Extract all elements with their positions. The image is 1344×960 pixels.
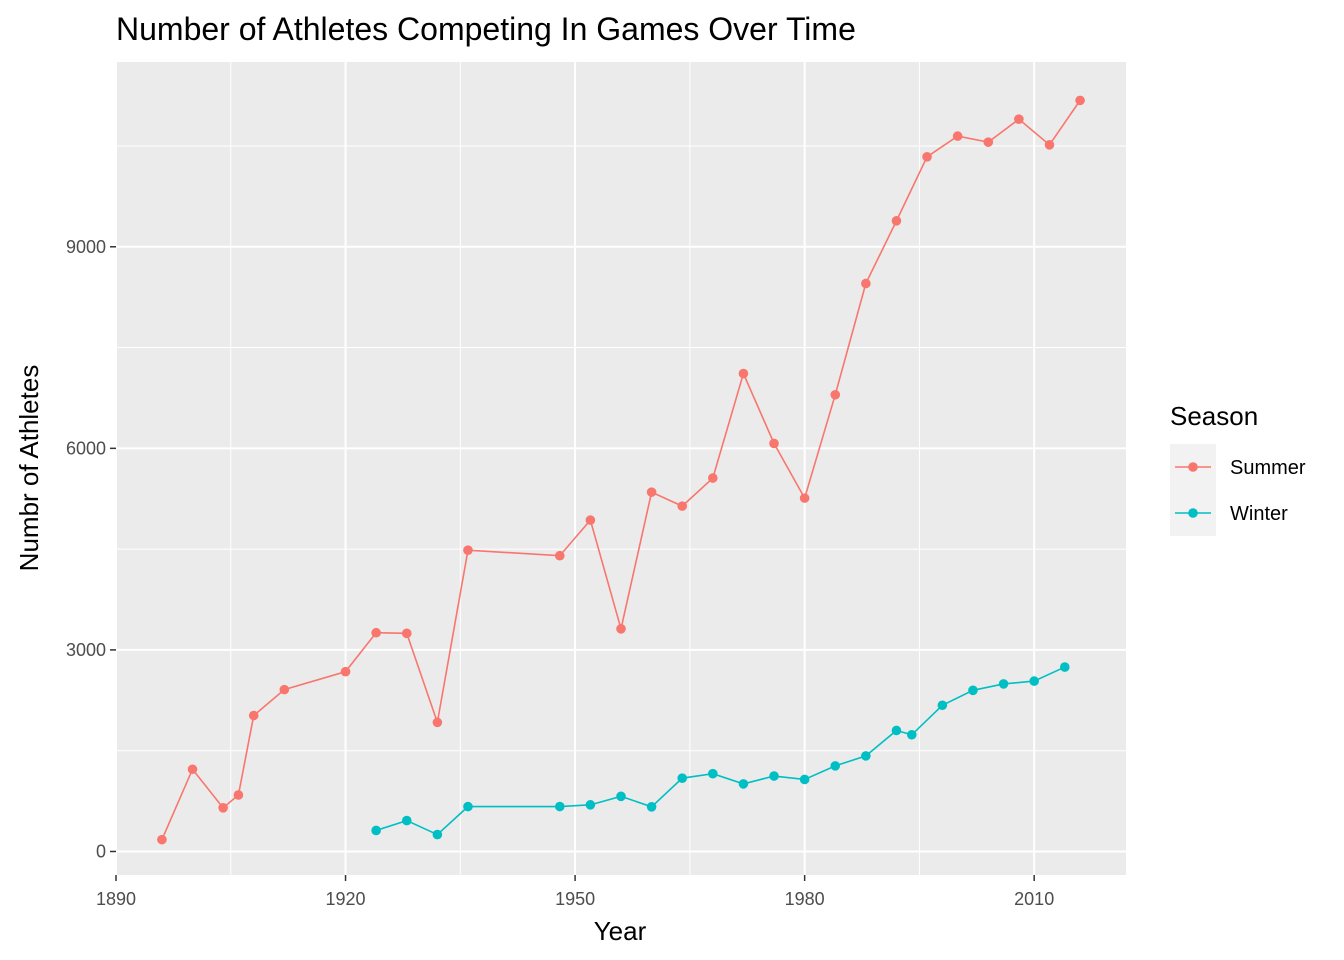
summer-point — [891, 216, 902, 226]
winter-point — [401, 815, 412, 826]
series-layer — [157, 95, 1085, 845]
legend-key-point — [1188, 508, 1198, 518]
summer-point — [371, 627, 381, 638]
x-tick-label: 1980 — [785, 889, 825, 909]
summer-point — [952, 131, 963, 141]
summer-point — [1044, 140, 1055, 150]
winter-point — [554, 801, 565, 812]
legend-item-summer: Summer — [1170, 444, 1306, 490]
winter-point — [585, 800, 596, 810]
winter-point — [1029, 676, 1039, 686]
summer-point — [401, 628, 412, 639]
winter-point — [906, 729, 917, 740]
summer-point — [187, 764, 198, 775]
winter-line — [375, 666, 1066, 836]
summer-point — [677, 501, 688, 511]
summer-point — [922, 152, 932, 162]
winter-point — [1059, 662, 1070, 672]
winter-point — [738, 779, 749, 789]
y-tick-label: 0 — [96, 841, 106, 861]
y-axis: 0 3000 6000 9000 — [66, 237, 116, 861]
legend-label: Summer — [1230, 457, 1306, 479]
summer-point — [554, 550, 565, 561]
legend-label: Winter — [1230, 503, 1288, 525]
summer-point — [1075, 95, 1085, 106]
summer-point — [799, 493, 810, 503]
legend: Season Summer Winter — [1170, 401, 1306, 536]
summer-point — [708, 473, 718, 483]
winter-series — [371, 662, 1070, 840]
winter-point — [861, 751, 871, 761]
summer-point — [279, 684, 290, 695]
winter-point — [799, 774, 810, 785]
legend-title: Season — [1170, 401, 1258, 431]
summer-point — [830, 389, 841, 400]
plot-panel — [116, 62, 1126, 875]
winter-point — [616, 791, 626, 802]
summer-point — [432, 717, 443, 728]
summer-point — [340, 666, 351, 677]
legend-item-winter: Winter — [1170, 490, 1288, 536]
winter-point — [646, 802, 657, 812]
grid-minor — [116, 62, 1126, 875]
summer-point — [157, 834, 167, 845]
summer-point — [983, 137, 994, 147]
x-tick-label: 2010 — [1014, 889, 1054, 909]
winter-point — [371, 825, 381, 836]
legend-key-point — [1188, 462, 1198, 472]
summer-point — [1014, 114, 1024, 124]
summer-point — [233, 790, 244, 800]
summer-point — [861, 278, 871, 289]
x-tick-label: 1920 — [326, 889, 366, 909]
y-tick-label: 3000 — [66, 640, 106, 660]
x-axis: 1890 1920 1950 1980 2010 — [96, 875, 1054, 909]
summer-point — [218, 803, 228, 813]
winter-point — [998, 679, 1009, 689]
summer-series — [157, 95, 1085, 845]
winter-point — [769, 771, 779, 781]
summer-point — [738, 368, 749, 379]
x-tick-label: 1890 — [96, 889, 136, 909]
winter-point — [937, 700, 948, 711]
winter-point — [708, 768, 718, 779]
summer-point — [463, 545, 473, 556]
winter-point — [463, 801, 473, 812]
x-axis-title: Year — [594, 916, 647, 946]
winter-point — [830, 761, 841, 771]
winter-point — [968, 685, 978, 696]
grid-major — [115, 62, 1126, 875]
summer-point — [248, 710, 259, 721]
y-tick-label: 6000 — [66, 438, 106, 458]
summer-point — [616, 624, 626, 634]
chart-title: Number of Athletes Competing In Games Ov… — [116, 11, 856, 47]
winter-point — [677, 773, 688, 783]
summer-point — [585, 515, 596, 525]
x-tick-label: 1950 — [555, 889, 595, 909]
winter-point — [432, 829, 443, 840]
summer-point — [769, 438, 779, 449]
y-tick-label: 9000 — [66, 237, 106, 257]
summer-point — [646, 487, 657, 497]
winter-point — [891, 725, 902, 736]
y-axis-title: Numbr of Athletes — [14, 365, 44, 572]
